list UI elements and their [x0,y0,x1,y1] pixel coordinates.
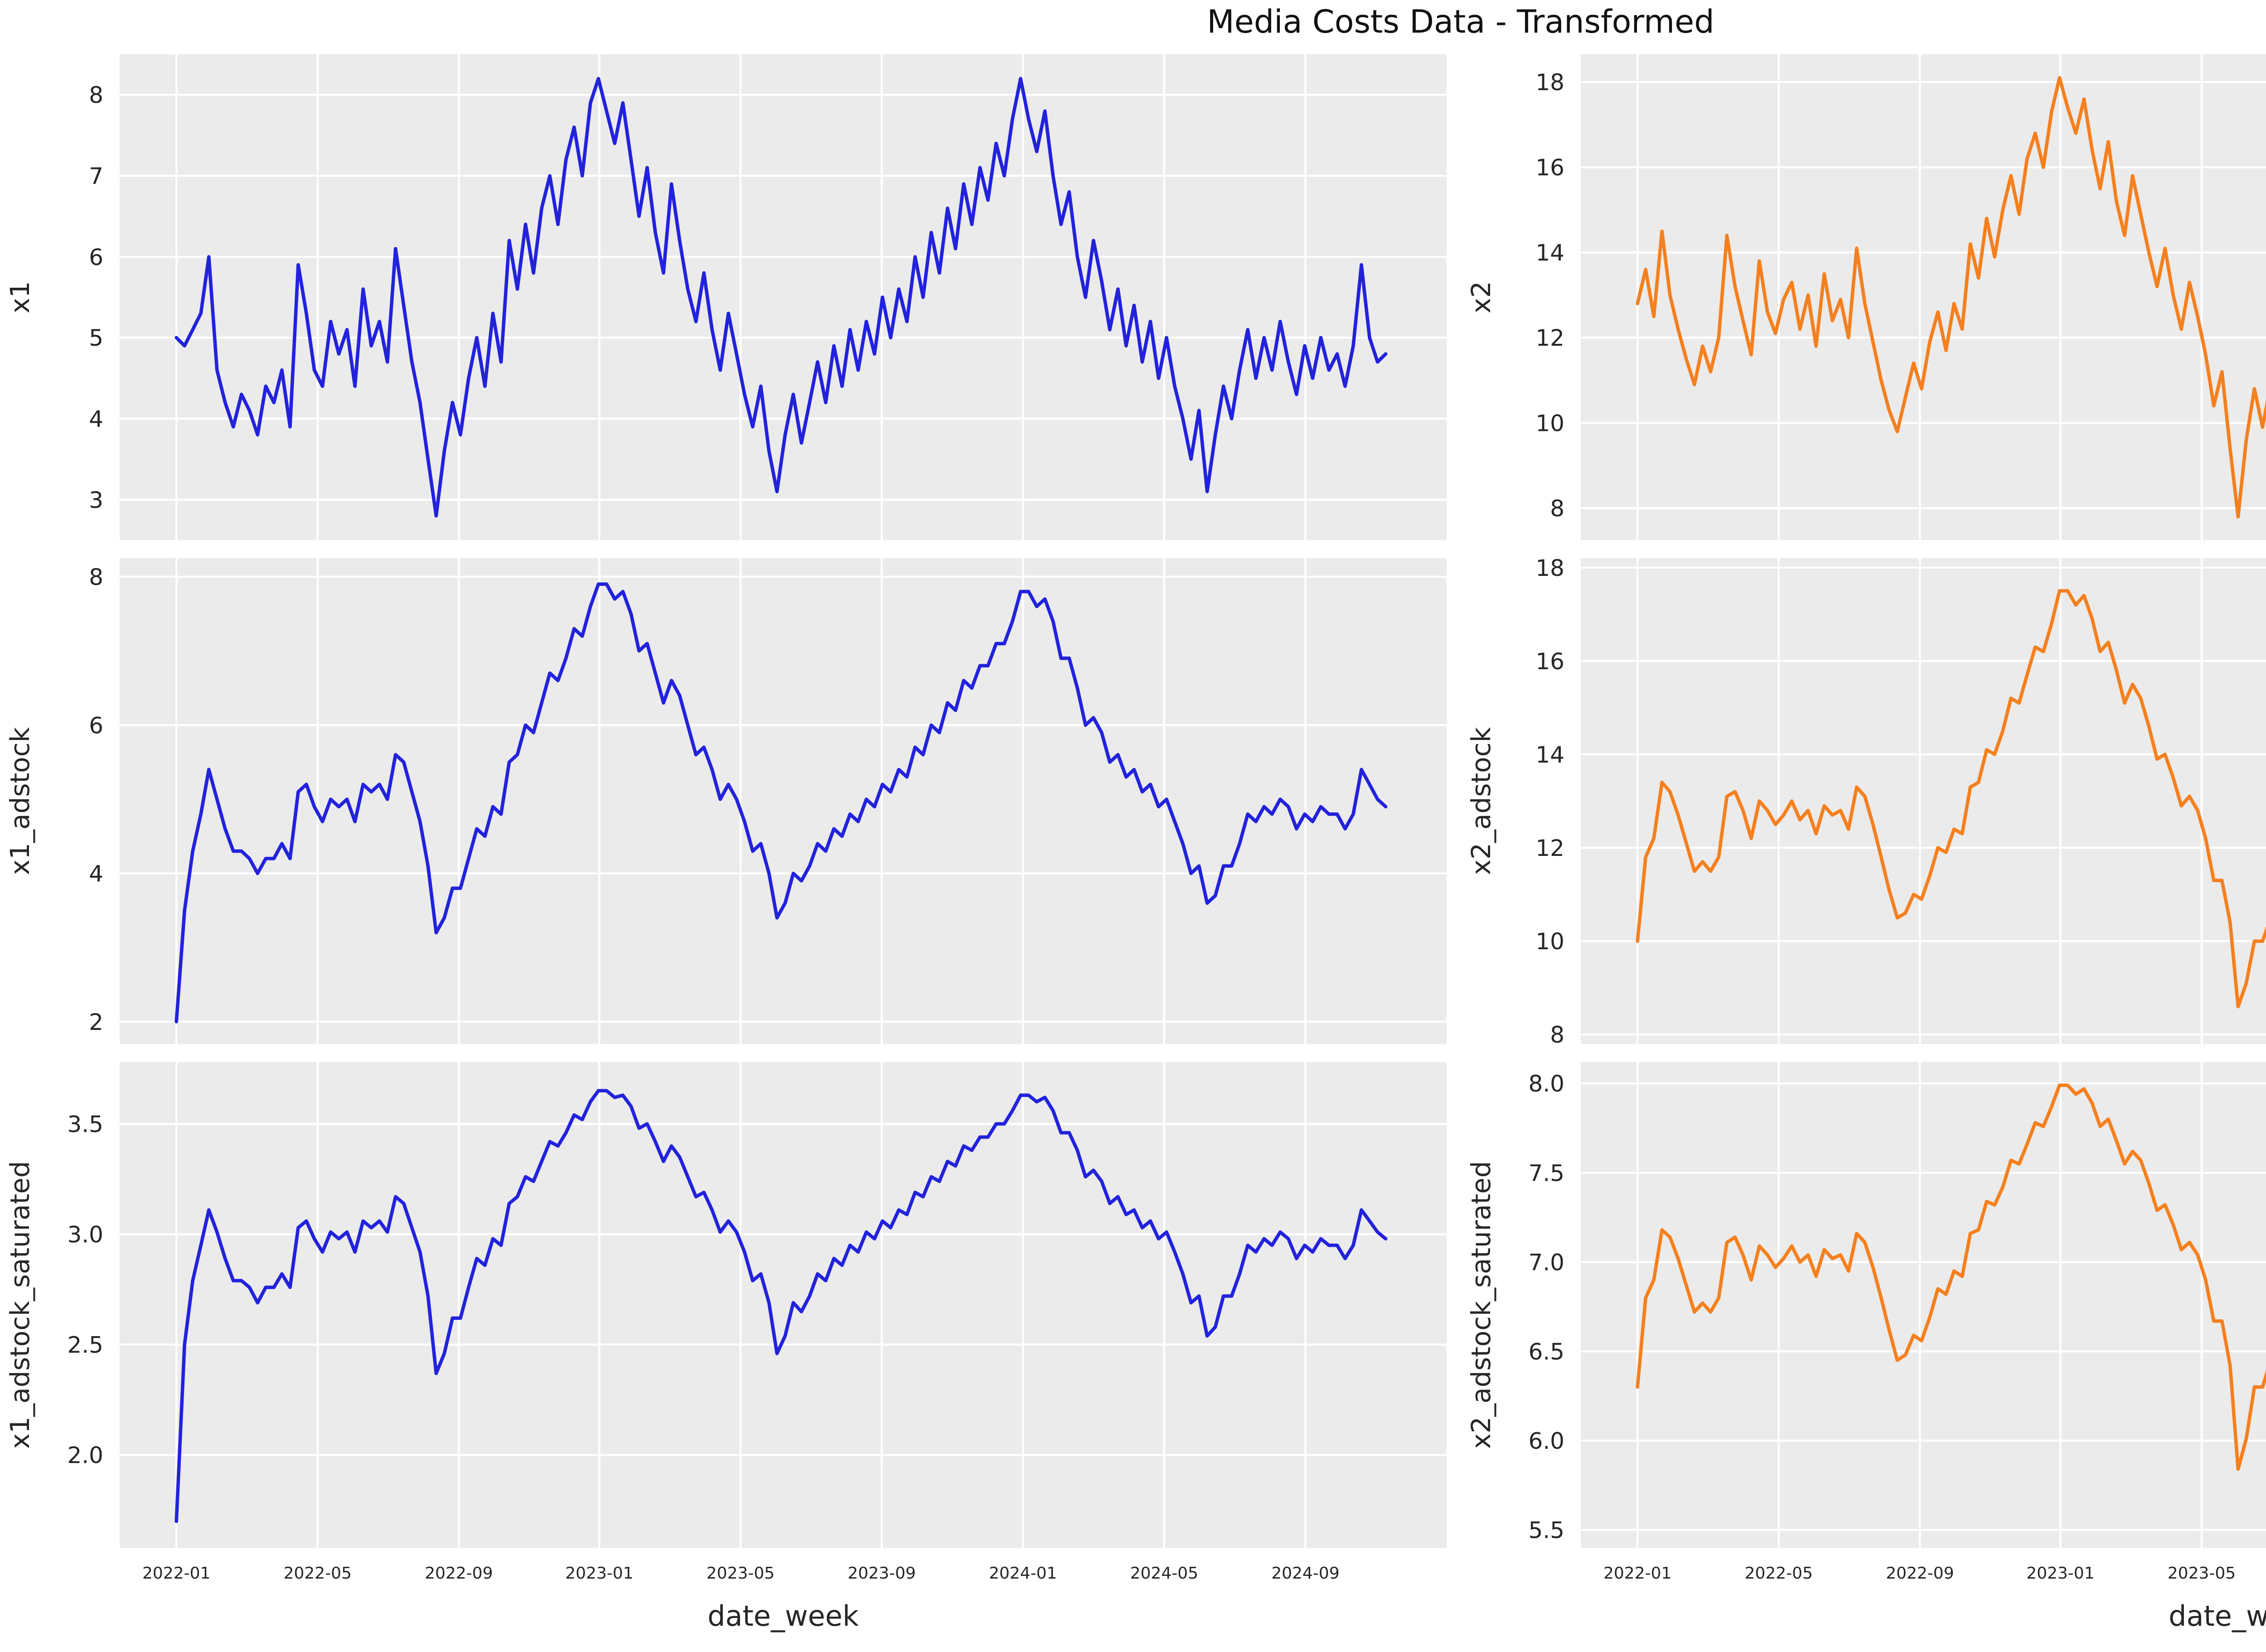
y-tick-label: 3.5 [67,1111,103,1137]
plot-background [1581,558,2266,1044]
subplot-x1: 3 4 5 6 7 8 x1 [4,47,1457,551]
x2_adstock-plot-canvas: 8 10 12 14 16 18 x2_adstock [1466,555,2266,1048]
x1_adstock_saturated-plot-canvas: 2.0 2.5 3.0 3.5 x1_adstock_saturated 2022-01 2… [5,1062,1447,1633]
x-tick-label: 2023-09 [847,1564,915,1583]
y-tick-label: 8 [89,564,103,590]
y-tick-label: 6 [89,712,103,739]
x1_adstock_saturated-series-line [174,1089,1388,1523]
x-tick-label: 2022-09 [425,1564,493,1583]
figure-title: Media Costs Data - Transformed [1207,5,1714,42]
subplot-x2: 8 10 12 14 16 18 x2 [1465,47,2266,551]
y-tick-label: 18 [1535,555,1564,581]
y-tick-label: 8.0 [1528,1071,1564,1097]
subplot-grid: 3 4 5 6 7 8 x1 8 10 12 14 16 18 x2 2 4 6 8 x1_adstock 8 1… [0,47,2266,1635]
y-tick-label: 3 [89,487,103,513]
y-tick-label: 12 [1535,325,1564,351]
y-tick-label: 10 [1535,411,1564,437]
x1-series-line [174,77,1388,518]
y-tick-label: 2.5 [67,1332,103,1358]
y-tick-label: 6 [89,244,103,271]
x-tick-label: 2024-09 [1271,1564,1339,1583]
y-tick-label: 8 [89,82,103,108]
x-axis-label: date_week [2169,1599,2266,1633]
x1-ylabel: x1 [5,281,35,313]
x-tick-label: 2023-05 [707,1564,775,1583]
y-tick-label: 12 [1535,835,1564,861]
y-tick-label: 8 [1550,1022,1564,1048]
y-tick-label: 5 [89,325,103,351]
x2-ylabel: x2 [1466,281,1496,313]
y-tick-label: 3.0 [67,1222,103,1248]
y-tick-label: 7.0 [1528,1250,1564,1276]
plot-background [120,54,1447,540]
y-tick-label: 4 [89,406,103,432]
y-tick-label: 6.5 [1528,1338,1564,1365]
y-tick-label: 7 [89,163,103,189]
x2_adstock_saturated-ylabel: x2_adstock_saturated [1466,1161,1496,1449]
x2-series-line [1636,76,2266,519]
y-tick-label: 7.5 [1528,1160,1564,1186]
y-tick-label: 8 [1550,496,1564,522]
y-tick-label: 16 [1535,155,1564,181]
y-tick-label: 14 [1535,240,1564,266]
x-tick-label: 2024-01 [989,1564,1057,1583]
x-tick-label: 2024-05 [1130,1564,1198,1583]
x-tick-label: 2023-05 [2168,1564,2236,1583]
x-tick-label: 2022-01 [142,1564,210,1583]
x1_adstock-series-line [174,582,1388,1024]
x-tick-label: 2023-01 [565,1564,633,1583]
plot-background [1581,1062,2266,1548]
x-tick-label: 2022-09 [1886,1564,1954,1583]
y-tick-label: 2 [89,1009,103,1035]
y-tick-label: 6.0 [1528,1428,1564,1454]
y-tick-label: 4 [89,861,103,887]
y-tick-label: 18 [1535,69,1564,96]
plot-background [120,1062,1447,1548]
plot-background [1581,54,2266,540]
x1-plot-canvas: 3 4 5 6 7 8 x1 [5,54,1447,540]
y-tick-label: 16 [1535,648,1564,675]
y-tick-label: 10 [1535,928,1564,955]
x2_adstock-ylabel: x2_adstock [1466,727,1496,875]
x-tick-label: 2022-05 [1745,1564,1813,1583]
subplot-x1-adstock: 2 4 6 8 x1_adstock [4,551,1457,1055]
y-tick-label: 14 [1535,742,1564,768]
x1_adstock_saturated-ylabel: x1_adstock_saturated [5,1161,35,1449]
x2_adstock-series-line [1636,589,2266,1009]
subplot-x2-adstock-saturated: 5.5 6.0 6.5 7.0 7.5 8.0 x2_adstock_saturated 20… [1465,1055,2266,1635]
x1_adstock-ylabel: x1_adstock [5,727,35,875]
x1_adstock-plot-canvas: 2 4 6 8 x1_adstock [5,558,1447,1044]
x-axis-label: date_week [707,1599,859,1633]
plot-background [120,558,1447,1044]
subplot-x1-adstock-saturated: 2.0 2.5 3.0 3.5 x1_adstock_saturated 2022-01 2… [4,1055,1457,1635]
x-tick-label: 2022-01 [1603,1564,1671,1583]
x2-plot-canvas: 8 10 12 14 16 18 x2 [1466,54,2266,540]
x2_adstock_saturated-series-line [1636,1083,2266,1471]
x-tick-label: 2023-01 [2026,1564,2094,1583]
y-tick-label: 2.0 [67,1442,103,1468]
subplot-x2-adstock: 8 10 12 14 16 18 x2_adstock [1465,551,2266,1055]
y-tick-label: 5.5 [1528,1517,1564,1543]
x2_adstock_saturated-plot-canvas: 5.5 6.0 6.5 7.0 7.5 8.0 x2_adstock_saturated 20… [1466,1062,2266,1633]
x-tick-label: 2022-05 [284,1564,352,1583]
